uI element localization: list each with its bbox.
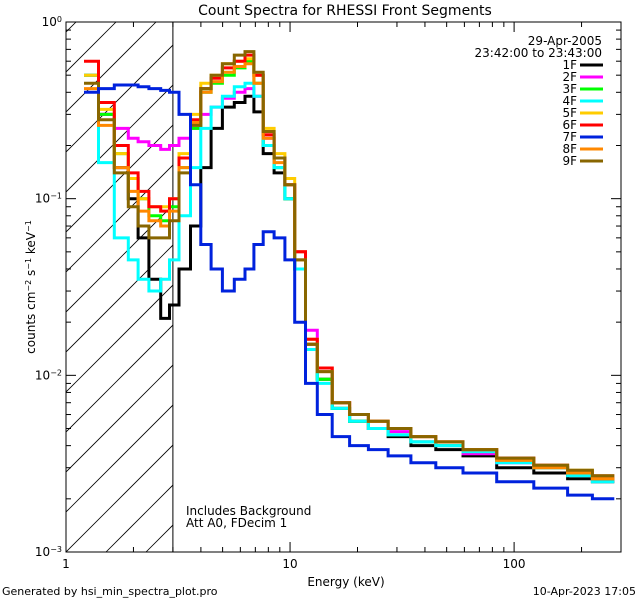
annotation-attenuator: Att A0, FDecim 1	[186, 516, 287, 530]
hatch-line	[66, 444, 173, 552]
footer-timestamp: 10-Apr-2023 17:05	[533, 585, 636, 598]
footer-generator: Generated by hsi_min_spectra_plot.pro	[2, 585, 218, 598]
time-range-label: 23:42:00 to 23:43:00	[475, 46, 602, 60]
x-tick-label: 100	[503, 557, 526, 571]
x-tick-label: 10	[282, 557, 297, 571]
hatch-line	[66, 404, 173, 513]
hatch-line	[66, 44, 173, 153]
legend-label-6f: 6F	[562, 118, 577, 132]
chart-title: Count Spectra for RHESSI Front Segments	[198, 3, 492, 19]
hatch-line	[66, 364, 173, 473]
legend-label-9f: 9F	[562, 154, 577, 168]
hatch-line	[66, 204, 173, 313]
legend-label-8f: 8F	[562, 142, 577, 156]
series-line-9f	[84, 50, 615, 478]
y-tick-label: 10−1	[35, 191, 62, 206]
date-label: 29-Apr-2005	[528, 34, 602, 48]
hatch-line	[66, 22, 117, 73]
legend-label-3f: 3F	[562, 82, 577, 96]
legend-label-2f: 2F	[562, 70, 577, 84]
hatch-line	[66, 22, 157, 113]
plot-frame	[65, 21, 622, 553]
series-line-1f	[84, 73, 615, 484]
hatch-lines	[66, 22, 173, 552]
series-layer	[84, 50, 615, 501]
hatch-line	[66, 164, 173, 273]
hatch-line	[66, 22, 77, 33]
y-tick-label: 100	[42, 15, 62, 30]
svg-text:counts cm−2 s−1 keV−1: counts cm−2 s−1 keV−1	[24, 220, 39, 354]
plot-border	[65, 21, 622, 553]
legend-label-1f: 1F	[562, 58, 577, 72]
legend-label-5f: 5F	[562, 106, 577, 120]
series-line-7f	[84, 83, 615, 501]
hatched-region	[66, 22, 174, 552]
y-axis-label: counts cm−2 s−1 keV−1	[24, 220, 39, 354]
y-tick-label: 10−2	[35, 368, 62, 383]
y-tick-label: 10−3	[35, 545, 62, 560]
legend-label-7f: 7F	[562, 130, 577, 144]
axis-ticks: 1 10 100 100 10−1 10−2 10−3	[35, 15, 622, 571]
series-line-4f	[84, 73, 615, 484]
annotation-background: Includes Background	[186, 504, 311, 518]
legend-label-4f: 4F	[562, 94, 577, 108]
hatch-line	[66, 244, 173, 353]
x-axis-label: Energy (keV)	[307, 575, 384, 589]
x-tick-label: 1	[62, 557, 70, 571]
